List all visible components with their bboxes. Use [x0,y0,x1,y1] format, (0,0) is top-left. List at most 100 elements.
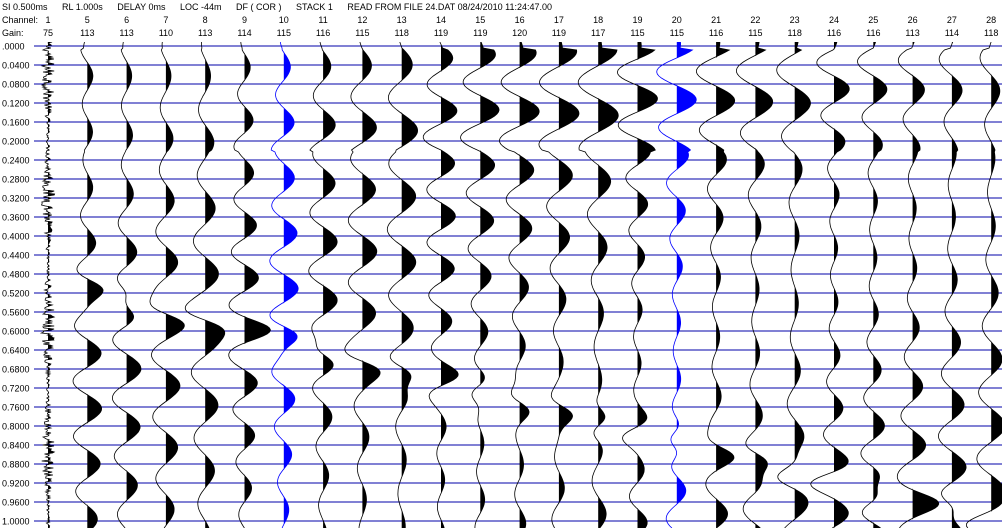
trace-channel-19[interactable] [616,42,658,528]
time-label-bg [0,402,34,412]
trace-line [499,42,540,528]
trace-channel-5[interactable] [72,42,104,528]
time-label: 0.4400 [2,251,30,261]
trace-channel-6[interactable] [111,42,142,528]
channel-number: 9 [241,15,247,25]
time-label-bg [0,212,34,222]
gain-value: 110 [158,28,174,38]
trace-line [966,42,1002,528]
time-label: 0.2400 [2,156,30,166]
channel-number: 27 [946,15,957,25]
source-file: READ FROM FILE 24.DAT 08/24/2010 11:24:4… [347,2,552,12]
gain-value: 116 [708,28,724,38]
time-label: 0.3600 [2,213,30,223]
seismic-record-plot[interactable]: .0000 0.0400 0.0800 0.1200 0.1600 0.2000 0.240… [0,42,1002,528]
trace-fill [755,42,773,528]
trace-channel-9[interactable] [228,42,271,528]
channel-number: 22 [750,15,761,25]
time-label: 0.9600 [2,498,30,508]
trace-channel-14[interactable] [422,42,459,528]
trace-channel-22[interactable] [735,42,774,528]
channel-number: 16 [514,15,525,25]
channel-number: 1 [45,15,51,25]
trace-channel-28[interactable] [966,42,1002,528]
gain-value: 113 [905,28,920,38]
channel-number: 8 [202,15,208,25]
trace-line [616,42,658,528]
trace-channel-26[interactable] [896,42,940,528]
time-label-bg [0,42,34,51]
gain-value: 116 [866,28,881,38]
header-panel: SI 0.500ms RL 1.000s DELAY 0ms LOC -44m … [0,0,1002,42]
trace-line [344,42,381,528]
channel-number: 10 [278,15,289,25]
trace-fill [794,42,811,528]
gain-value: 113 [119,28,134,38]
trace-line [735,42,774,528]
time-label-bg [0,98,34,108]
location: LOC -44m [179,2,222,12]
trace-channel-18[interactable] [577,42,619,528]
trace-channel-1[interactable] [39,42,56,528]
channel-number: 7 [163,15,169,25]
gain-value: 116 [315,28,331,38]
time-label: 0.6800 [2,365,30,375]
channel-number: 25 [868,15,879,25]
gain-value: 119 [473,28,488,38]
gain-value: 75 [42,28,53,38]
time-label-bg [0,117,34,127]
trace-channel-11[interactable] [308,42,338,528]
time-label-bg [0,307,34,317]
time-label-bg [0,231,34,241]
time-label: 0.3200 [2,194,30,204]
trace-fill [519,42,540,528]
trace-line [460,42,500,528]
trace-channel-7[interactable] [149,42,185,528]
time-label: 0.1200 [2,99,30,109]
trace-channel-8[interactable] [184,42,226,528]
gain-value: 118 [984,28,999,38]
trace-line [111,42,142,528]
gain-value: 115 [355,28,370,38]
trace-fill [873,42,887,528]
trace-channel-13[interactable] [386,42,419,528]
trace-channel-10[interactable] [269,42,299,528]
time-label-bg [0,364,34,374]
trace-channel-27[interactable] [937,42,967,528]
trace-channel-23[interactable] [776,42,811,528]
trace-channel-15[interactable] [460,42,500,528]
gain-value: 119 [551,28,567,38]
trace-channel-21[interactable] [695,42,736,528]
time-label: 0.8800 [2,460,30,470]
gain-value: 119 [433,28,449,38]
trace-channel-16[interactable] [499,42,540,528]
trace-fill [637,42,658,528]
time-label-bg [0,250,34,260]
time-label-bg [0,269,34,279]
gain-value: 115 [276,28,291,38]
time-label: 0.6400 [2,346,30,356]
trace-line [577,42,619,528]
trace-fill [676,42,697,528]
time-label-bg [0,193,34,203]
trace-fill [362,42,381,528]
time-label: 0.8400 [2,441,30,451]
time-label-bg [0,516,34,526]
time-label-bg [0,136,34,146]
channel-number: 18 [593,15,604,25]
trace-channel-17[interactable] [538,42,580,528]
time-label-bg [0,174,34,184]
trace-channel-20[interactable] [656,42,697,528]
time-label-bg [0,497,34,507]
gain-value: 118 [394,28,409,38]
time-label: 0.2800 [2,175,30,185]
trace-fill [598,42,619,528]
trace-channel-24[interactable] [810,42,850,528]
gain-value: 113 [80,28,95,38]
channel-number: 21 [711,15,722,25]
trace-fill [834,42,850,528]
trace-channel-12[interactable] [344,42,381,528]
trace-channel-25[interactable] [857,42,888,528]
trace-line [184,42,226,528]
gain-value: 114 [237,28,252,38]
